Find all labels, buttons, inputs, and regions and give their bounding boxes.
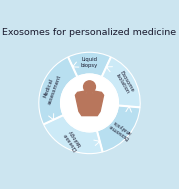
- Wedge shape: [43, 115, 103, 154]
- Text: Medical
assessment: Medical assessment: [41, 72, 62, 106]
- Circle shape: [61, 74, 118, 132]
- Text: Exosome
analysis: Exosome analysis: [108, 118, 133, 140]
- Polygon shape: [86, 92, 93, 96]
- Text: Liquid
biopsy: Liquid biopsy: [81, 57, 98, 68]
- Wedge shape: [97, 105, 140, 152]
- Wedge shape: [102, 57, 140, 107]
- Text: Exosomes for personalized medicine: Exosomes for personalized medicine: [3, 28, 176, 37]
- Wedge shape: [68, 52, 111, 77]
- Polygon shape: [75, 91, 104, 116]
- Circle shape: [84, 81, 95, 93]
- Text: Disease
biology: Disease biology: [62, 128, 83, 151]
- Text: Exosome
isolation: Exosome isolation: [114, 70, 135, 96]
- Wedge shape: [39, 57, 77, 124]
